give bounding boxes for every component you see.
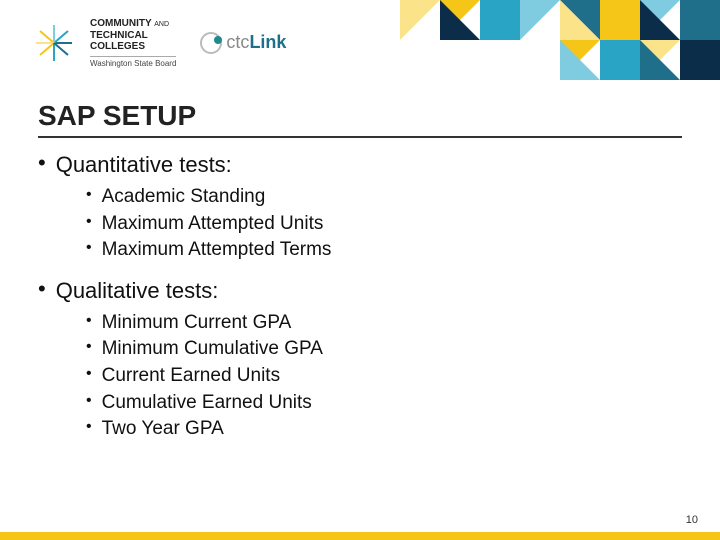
bullet-icon: • [86, 310, 92, 337]
bullet-icon: • [86, 237, 92, 264]
org-sub: Washington State Board [90, 56, 176, 68]
org-text: COMMUNITY AND TECHNICAL COLLEGES Washing… [90, 18, 176, 68]
bullet-icon: • [86, 211, 92, 238]
org-line2: TECHNICAL [90, 30, 176, 42]
bullet-icon: • [86, 363, 92, 390]
section-heading: • Quantitative tests: [38, 152, 682, 178]
section-heading: • Qualitative tests: [38, 278, 682, 304]
ctclink-suffix: Link [249, 32, 286, 52]
list-item-text: Minimum Current GPA [102, 310, 292, 337]
list-item-text: Academic Standing [102, 184, 266, 211]
list-item: • Academic Standing [86, 184, 682, 211]
footer-stripe [0, 532, 720, 540]
list-item-text: Two Year GPA [102, 416, 224, 443]
list-item-text: Maximum Attempted Terms [102, 237, 332, 264]
list-item: • Maximum Attempted Units [86, 211, 682, 238]
org-line1a: COMMUNITY [90, 18, 151, 29]
list-item: • Cumulative Earned Units [86, 390, 682, 417]
list-item-text: Maximum Attempted Units [102, 211, 324, 238]
ctclink-prefix: ctc [226, 32, 249, 52]
list-item: • Minimum Current GPA [86, 310, 682, 337]
bullet-icon: • [86, 184, 92, 211]
list-item-text: Cumulative Earned Units [102, 390, 312, 417]
sub-list: • Minimum Current GPA • Minimum Cumulative… [86, 310, 682, 443]
org-line3: COLLEGES [90, 41, 176, 53]
list-item: • Two Year GPA [86, 416, 682, 443]
starburst-icon [34, 23, 74, 63]
bullet-icon: • [38, 278, 46, 304]
section-heading-text: Qualitative tests: [56, 278, 219, 304]
list-item: • Minimum Cumulative GPA [86, 336, 682, 363]
bullet-icon: • [86, 390, 92, 417]
header: COMMUNITY AND TECHNICAL COLLEGES Washing… [0, 0, 720, 80]
list-item: • Current Earned Units [86, 363, 682, 390]
ctclink-circle-icon [200, 32, 222, 54]
org-and: AND [154, 21, 169, 28]
title-underline [38, 136, 682, 138]
list-item-text: Minimum Cumulative GPA [102, 336, 323, 363]
list-item-text: Current Earned Units [102, 363, 280, 390]
ctclink-text: ctcLink [226, 32, 286, 53]
content-area: • Quantitative tests: • Academic Standing… [38, 152, 682, 457]
sub-list: • Academic Standing • Maximum Attempted Un… [86, 184, 682, 264]
section-heading-text: Quantitative tests: [56, 152, 232, 178]
page-number: 10 [686, 514, 698, 526]
bullet-icon: • [86, 336, 92, 363]
list-item: • Maximum Attempted Terms [86, 237, 682, 264]
logo-block: COMMUNITY AND TECHNICAL COLLEGES Washing… [34, 18, 286, 68]
bullet-icon: • [86, 416, 92, 443]
slide-title: SAP SETUP [38, 100, 196, 132]
ctclink-logo: ctcLink [200, 32, 286, 54]
geo-pattern-icon [400, 0, 720, 80]
bullet-icon: • [38, 152, 46, 178]
